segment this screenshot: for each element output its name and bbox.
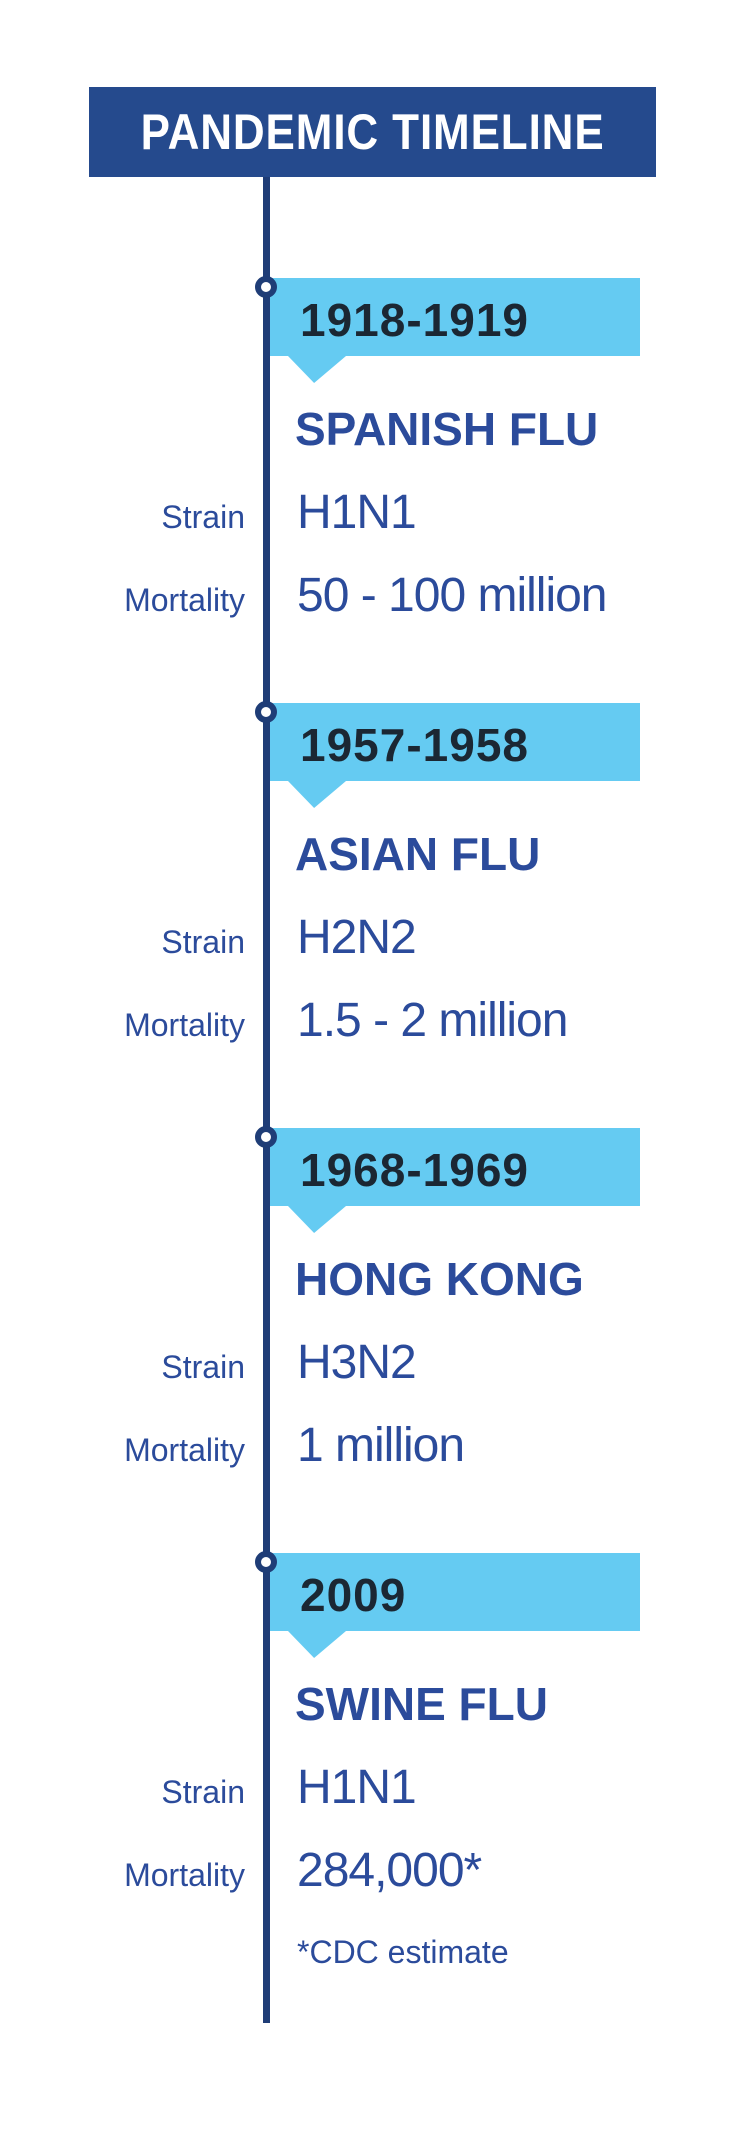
entry-title: HONG KONG [295,1253,584,1305]
banner-tail-icon [288,781,346,808]
strain-label: Strain [161,924,245,960]
strain-value: H1N1 [297,1761,417,1814]
strain-label: Strain [161,1349,245,1385]
mortality-label: Mortality [124,1857,245,1893]
banner-tail-icon [288,1206,346,1233]
entry-date-banner: 2009 [270,1553,640,1631]
banner-tail-icon [288,356,346,383]
mortality-label: Mortality [124,1432,245,1468]
strain-value: H3N2 [297,1336,417,1389]
banner-tail-icon [288,1631,346,1658]
footnote: *CDC estimate [297,1934,509,1970]
header: PANDEMIC TIMELINE [89,87,656,177]
strain-row: Strain H1N1 [0,485,660,540]
timeline-node-icon [255,1551,277,1573]
timeline-node-icon [255,276,277,298]
mortality-label: Mortality [124,582,245,618]
mortality-value: 1.5 - 2 million [297,994,568,1047]
entry-date-banner: 1918-1919 [270,278,640,356]
strain-value: H2N2 [297,911,417,964]
strain-label: Strain [161,1774,245,1810]
strain-row: Strain H1N1 [0,1760,660,1815]
entry-date-banner: 1957-1958 [270,703,640,781]
entry-date: 1968-1969 [300,1144,529,1196]
page-title: PANDEMIC TIMELINE [140,104,605,160]
strain-row: Strain H3N2 [0,1335,660,1390]
mortality-value: 50 - 100 million [297,569,607,622]
strain-value: H1N1 [297,486,417,539]
timeline-node-icon [255,701,277,723]
mortality-row: Mortality 50 - 100 million [0,568,660,623]
mortality-row: Mortality 1 million [0,1418,660,1473]
timeline-node-icon [255,1126,277,1148]
mortality-label: Mortality [124,1007,245,1043]
strain-row: Strain H2N2 [0,910,660,965]
mortality-value: 284,000* [297,1844,482,1897]
entry-date: 2009 [300,1569,407,1621]
mortality-row: Mortality 1.5 - 2 million [0,993,660,1048]
entry-title: SWINE FLU [295,1678,548,1730]
strain-label: Strain [161,499,245,535]
mortality-row: Mortality 284,000* [0,1843,660,1898]
entry-title: ASIAN FLU [295,828,541,880]
timeline-line [263,177,270,2023]
mortality-value: 1 million [297,1419,465,1472]
entry-date-banner: 1968-1969 [270,1128,640,1206]
entry-date: 1918-1919 [300,294,529,346]
entry-title: SPANISH FLU [295,403,599,455]
entry-date: 1957-1958 [300,719,529,771]
